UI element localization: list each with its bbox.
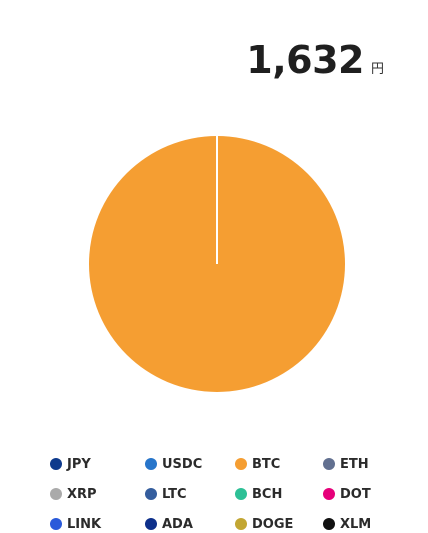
legend-dot-jpy <box>50 458 62 470</box>
legend-label-bch: BCH <box>252 486 283 502</box>
legend-dot-xlm <box>323 518 335 530</box>
legend-item-eth[interactable]: ETH <box>323 455 413 473</box>
legend-item-ltc[interactable]: LTC <box>145 485 235 503</box>
legend-dot-btc <box>235 458 247 470</box>
legend-item-xlm[interactable]: XLM <box>323 515 413 533</box>
legend-label-xrp: XRP <box>67 486 97 502</box>
total-balance: 1,632 円 <box>246 38 384 82</box>
legend-label-ltc: LTC <box>162 486 187 502</box>
legend-label-jpy: JPY <box>67 456 91 472</box>
legend-label-link: LINK <box>67 516 102 532</box>
asset-pie-chart <box>89 135 345 392</box>
legend-label-ada: ADA <box>162 516 193 532</box>
legend-item-usdc[interactable]: USDC <box>145 455 235 473</box>
legend-dot-eth <box>323 458 335 470</box>
legend-item-dot[interactable]: DOT <box>323 485 413 503</box>
legend-dot-usdc <box>145 458 157 470</box>
legend-item-link[interactable]: LINK <box>50 515 145 533</box>
total-amount: 1,632 <box>246 38 364 82</box>
legend-dot-dot <box>323 488 335 500</box>
legend-label-dot: DOT <box>340 486 371 502</box>
legend-label-eth: ETH <box>340 456 369 472</box>
chart-legend: JPY USDC BTC ETH XRP LTC BCH DOT LINK AD… <box>50 455 420 533</box>
legend-item-btc[interactable]: BTC <box>235 455 323 473</box>
legend-label-btc: BTC <box>252 456 281 472</box>
legend-item-ada[interactable]: ADA <box>145 515 235 533</box>
legend-dot-doge <box>235 518 247 530</box>
legend-label-usdc: USDC <box>162 456 203 472</box>
legend-label-doge: DOGE <box>252 516 294 532</box>
legend-dot-bch <box>235 488 247 500</box>
legend-item-doge[interactable]: DOGE <box>235 515 323 533</box>
legend-dot-ada <box>145 518 157 530</box>
legend-dot-link <box>50 518 62 530</box>
legend-item-bch[interactable]: BCH <box>235 485 323 503</box>
legend-label-xlm: XLM <box>340 516 372 532</box>
legend-dot-ltc <box>145 488 157 500</box>
legend-dot-xrp <box>50 488 62 500</box>
legend-item-jpy[interactable]: JPY <box>50 455 145 473</box>
legend-item-xrp[interactable]: XRP <box>50 485 145 503</box>
currency-unit: 円 <box>370 62 384 77</box>
